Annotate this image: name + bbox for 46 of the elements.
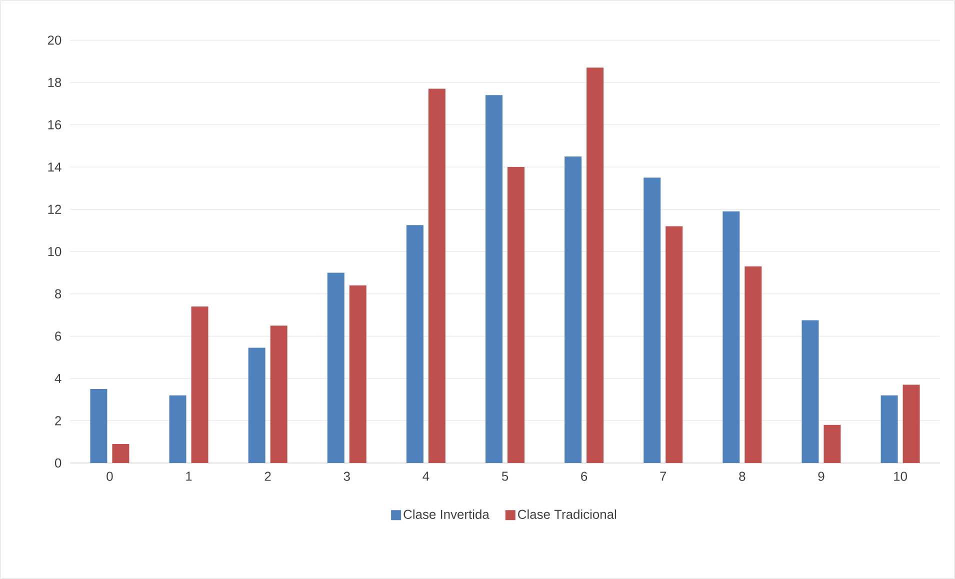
bar bbox=[191, 306, 208, 463]
x-tick-label: 2 bbox=[264, 472, 271, 481]
bar bbox=[586, 68, 604, 463]
bar bbox=[248, 348, 266, 463]
y-tick-label: 8 bbox=[55, 289, 62, 298]
legend-label: Clase Tradicional bbox=[518, 509, 616, 519]
x-tick-label: 10 bbox=[894, 472, 907, 481]
bar bbox=[90, 388, 108, 463]
y-tick-label: 12 bbox=[48, 204, 62, 214]
x-tick-label: 5 bbox=[502, 472, 508, 481]
y-tick-label: 4 bbox=[54, 374, 62, 383]
bar bbox=[666, 226, 683, 463]
bar bbox=[902, 384, 920, 463]
x-tick-label: 6 bbox=[581, 472, 588, 481]
legend-label: Clase Invertida bbox=[404, 509, 490, 519]
bar bbox=[744, 266, 762, 463]
y-tick-label: 18 bbox=[48, 78, 62, 87]
bar bbox=[406, 225, 424, 463]
x-tick-label: 0 bbox=[106, 472, 113, 481]
bar bbox=[802, 320, 819, 463]
bar bbox=[486, 95, 502, 463]
y-tick-label: 16 bbox=[48, 120, 62, 130]
x-tick-label: 4 bbox=[422, 472, 430, 481]
bar bbox=[880, 395, 898, 463]
y-tick-label: 0 bbox=[54, 458, 62, 468]
y-tick-label: 10 bbox=[48, 246, 62, 256]
bar bbox=[428, 88, 446, 463]
bar bbox=[507, 166, 524, 463]
bar bbox=[824, 424, 841, 463]
y-tick-label: 20 bbox=[48, 36, 62, 45]
y-tick-label: 2 bbox=[55, 416, 62, 426]
bar bbox=[327, 272, 344, 463]
y-tick-label: 14 bbox=[48, 162, 62, 172]
bar bbox=[169, 395, 186, 463]
x-tick-label: 7 bbox=[660, 472, 666, 481]
x-tick-label: 3 bbox=[344, 472, 350, 481]
bar bbox=[270, 326, 288, 463]
y-tick-label: 6 bbox=[55, 331, 62, 341]
bar bbox=[564, 156, 582, 463]
x-tick-label: 1 bbox=[186, 472, 192, 481]
x-tick-label: 8 bbox=[739, 472, 746, 481]
bar bbox=[349, 285, 366, 463]
x-tick-label: 9 bbox=[818, 472, 824, 481]
bar bbox=[644, 178, 661, 463]
bar bbox=[722, 211, 740, 463]
bar bbox=[112, 444, 130, 463]
